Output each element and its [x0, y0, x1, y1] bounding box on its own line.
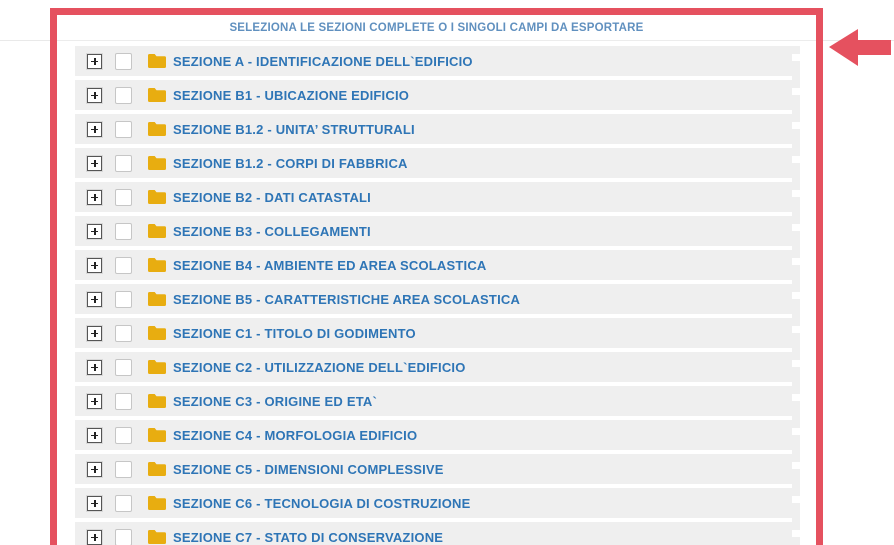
- section-row: SEZIONE C2 - UTILIZZAZIONE DELL`EDIFICIO: [75, 352, 800, 382]
- expand-plus-icon[interactable]: [87, 427, 102, 443]
- scrollbar-notch: [792, 428, 800, 435]
- scrollbar-notch: [792, 190, 800, 197]
- folder-icon: [148, 190, 166, 204]
- panel-title: SELEZIONA LE SEZIONI COMPLETE O I SINGOL…: [57, 15, 816, 41]
- section-row: SEZIONE B1 - UBICAZIONE EDIFICIO: [75, 80, 800, 110]
- expand-plus-icon[interactable]: [87, 529, 102, 545]
- folder-icon: [148, 292, 166, 306]
- section-label[interactable]: SEZIONE B1 - UBICAZIONE EDIFICIO: [173, 87, 410, 103]
- section-label[interactable]: SEZIONE B4 - AMBIENTE ED AREA SCOLASTICA: [173, 257, 487, 273]
- section-label[interactable]: SEZIONE C5 - DIMENSIONI COMPLESSIVE: [173, 461, 444, 477]
- section-row: SEZIONE A - IDENTIFICAZIONE DELL`EDIFICI…: [75, 46, 800, 76]
- expand-plus-icon[interactable]: [87, 257, 102, 273]
- section-label[interactable]: SEZIONE B1.2 - CORPI DI FABBRICA: [173, 155, 408, 171]
- section-checkbox[interactable]: [115, 222, 132, 240]
- expand-plus-icon[interactable]: [87, 121, 102, 137]
- scrollbar-notch: [792, 496, 800, 503]
- section-label[interactable]: SEZIONE C4 - MORFOLOGIA EDIFICIO: [173, 427, 418, 443]
- expand-plus-icon[interactable]: [87, 461, 102, 477]
- expand-plus-icon[interactable]: [87, 495, 102, 511]
- section-label[interactable]: SEZIONE C1 - TITOLO DI GODIMENTO: [173, 325, 416, 341]
- section-row: SEZIONE B5 - CARATTERISTICHE AREA SCOLAS…: [75, 284, 800, 314]
- scrollbar-notch: [792, 462, 800, 469]
- section-checkbox[interactable]: [115, 256, 132, 274]
- section-checkbox[interactable]: [115, 52, 132, 70]
- section-checkbox[interactable]: [115, 528, 132, 545]
- scrollbar-track[interactable]: [792, 46, 800, 545]
- folder-icon: [148, 122, 166, 136]
- section-label[interactable]: SEZIONE B1.2 - UNITA’ STRUTTURALI: [173, 121, 415, 137]
- folder-icon: [148, 360, 166, 374]
- section-checkbox[interactable]: [115, 358, 132, 376]
- scrollbar-notch: [792, 156, 800, 163]
- folder-icon: [148, 258, 166, 272]
- expand-plus-icon[interactable]: [87, 325, 102, 341]
- section-row: SEZIONE B1.2 - CORPI DI FABBRICA: [75, 148, 800, 178]
- folder-icon: [148, 428, 166, 442]
- section-checkbox[interactable]: [115, 120, 132, 138]
- section-row: SEZIONE B3 - COLLEGAMENTI: [75, 216, 800, 246]
- expand-plus-icon[interactable]: [87, 155, 102, 171]
- section-row: SEZIONE C7 - STATO DI CONSERVAZIONE: [75, 522, 800, 545]
- section-label[interactable]: SEZIONE B2 - DATI CATASTALI: [173, 189, 371, 205]
- scrollbar-notch: [792, 88, 800, 95]
- expand-plus-icon[interactable]: [87, 291, 102, 307]
- expand-plus-icon[interactable]: [87, 53, 102, 69]
- section-checkbox[interactable]: [115, 188, 132, 206]
- section-label[interactable]: SEZIONE B5 - CARATTERISTICHE AREA SCOLAS…: [173, 291, 521, 307]
- folder-icon: [148, 462, 166, 476]
- scrollbar-notch: [792, 326, 800, 333]
- section-row: SEZIONE B2 - DATI CATASTALI: [75, 182, 800, 212]
- scrollbar-notch: [792, 122, 800, 129]
- scrollbar-notch: [792, 292, 800, 299]
- expand-plus-icon[interactable]: [87, 189, 102, 205]
- section-row: SEZIONE C5 - DIMENSIONI COMPLESSIVE: [75, 454, 800, 484]
- folder-icon: [148, 326, 166, 340]
- section-checkbox[interactable]: [115, 460, 132, 478]
- expand-plus-icon[interactable]: [87, 359, 102, 375]
- export-sections-panel: SELEZIONA LE SEZIONI COMPLETE O I SINGOL…: [50, 8, 823, 545]
- section-label[interactable]: SEZIONE C3 - ORIGINE ED ETA`: [173, 393, 377, 409]
- scrollbar-notch: [792, 224, 800, 231]
- folder-icon: [148, 224, 166, 238]
- folder-icon: [148, 496, 166, 510]
- section-row: SEZIONE C1 - TITOLO DI GODIMENTO: [75, 318, 800, 348]
- expand-plus-icon[interactable]: [87, 393, 102, 409]
- folder-icon: [148, 156, 166, 170]
- scrollbar-notch: [792, 360, 800, 367]
- horizontal-divider-left: [0, 40, 50, 41]
- scrollbar-notch: [792, 258, 800, 265]
- folder-icon: [148, 394, 166, 408]
- section-label[interactable]: SEZIONE C2 - UTILIZZAZIONE DELL`EDIFICIO: [173, 359, 466, 375]
- section-checkbox[interactable]: [115, 154, 132, 172]
- folder-icon: [148, 54, 166, 68]
- expand-plus-icon[interactable]: [87, 223, 102, 239]
- section-label[interactable]: SEZIONE B3 - COLLEGAMENTI: [173, 223, 371, 239]
- section-label[interactable]: SEZIONE C6 - TECNOLOGIA DI COSTRUZIONE: [173, 495, 471, 511]
- folder-icon: [148, 88, 166, 102]
- section-row: SEZIONE B1.2 - UNITA’ STRUTTURALI: [75, 114, 800, 144]
- scrollbar-notch: [792, 54, 800, 61]
- section-label[interactable]: SEZIONE A - IDENTIFICAZIONE DELL`EDIFICI…: [173, 53, 473, 69]
- section-checkbox[interactable]: [115, 290, 132, 308]
- section-row: SEZIONE C6 - TECNOLOGIA DI COSTRUZIONE: [75, 488, 800, 518]
- section-row: SEZIONE C3 - ORIGINE ED ETA`: [75, 386, 800, 416]
- section-checkbox[interactable]: [115, 426, 132, 444]
- section-checkbox[interactable]: [115, 86, 132, 104]
- arrow-left-icon: [829, 29, 891, 66]
- section-checkbox[interactable]: [115, 324, 132, 342]
- scrollbar-notch: [792, 394, 800, 401]
- section-row: SEZIONE B4 - AMBIENTE ED AREA SCOLASTICA: [75, 250, 800, 280]
- section-checkbox[interactable]: [115, 392, 132, 410]
- expand-plus-icon[interactable]: [87, 87, 102, 103]
- section-label[interactable]: SEZIONE C7 - STATO DI CONSERVAZIONE: [173, 529, 444, 545]
- scrollbar-notch: [792, 530, 800, 537]
- sections-list: SEZIONE A - IDENTIFICAZIONE DELL`EDIFICI…: [57, 41, 816, 545]
- folder-icon: [148, 530, 166, 544]
- section-row: SEZIONE C4 - MORFOLOGIA EDIFICIO: [75, 420, 800, 450]
- section-checkbox[interactable]: [115, 494, 132, 512]
